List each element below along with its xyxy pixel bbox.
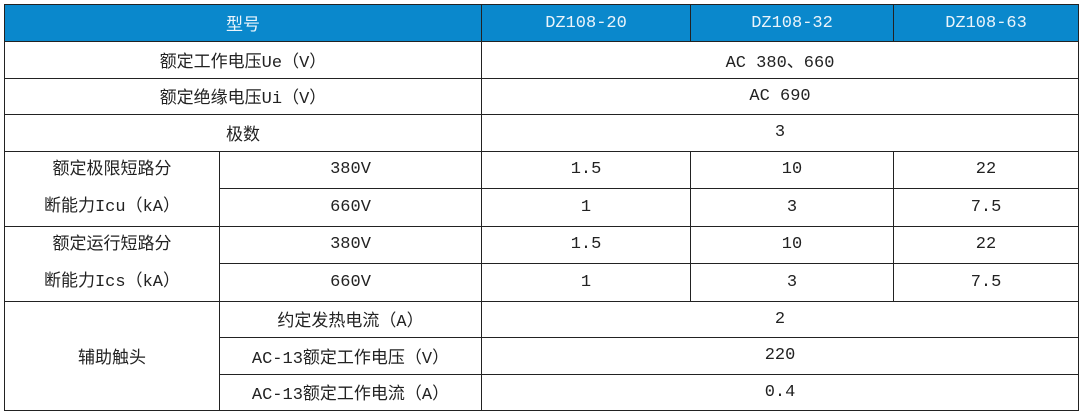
row-label: 额定绝缘电压Ui（V） [4, 77, 482, 115]
table-row: 660V 1 3 7.5 [5, 263, 1079, 302]
table-row: AC-13额定工作电流（A） 0.4 [5, 373, 1079, 411]
row-value: 3 [481, 114, 1079, 152]
table-row: 660V 1 3 7.5 [5, 188, 1079, 227]
value-cell: 7.5 [893, 188, 1079, 227]
label-line: 额定运行短路分 [52, 235, 172, 255]
value-cell: 2 [481, 300, 1079, 338]
row-label: 辅助触头 [4, 300, 220, 411]
table-row: 极数 3 [4, 114, 1079, 152]
value-cell: 1 [481, 263, 691, 302]
value-cell: 10 [690, 150, 894, 189]
label-line: 断能力Ics（kA） [43, 272, 180, 292]
row-label: 额定运行短路分 断能力Ics（kA） [4, 225, 220, 302]
row-value: AC 690 [481, 77, 1079, 115]
voltage-cell: 660V [219, 263, 482, 302]
value-cell: 7.5 [893, 263, 1079, 302]
sub-label: AC-13额定工作电流（A） [219, 373, 482, 411]
value-cell: 1.5 [481, 225, 691, 264]
value-cell: 10 [690, 225, 894, 264]
model-header-2: DZ108-32 [690, 4, 894, 42]
model-header-1: DZ108-20 [481, 4, 691, 42]
row-label: 额定工作电压Ue（V） [4, 41, 482, 79]
row-label: 极数 [4, 114, 482, 152]
model-header: 型号 [4, 4, 482, 42]
label-line: 断能力Icu（kA） [43, 197, 180, 217]
table-row: 额定工作电压Ue（V） AC 380、660 [4, 41, 1079, 79]
model-header-3: DZ108-63 [893, 4, 1079, 42]
sub-label: 约定发热电流（A） [219, 300, 482, 338]
value-cell: 3 [690, 263, 894, 302]
voltage-cell: 380V [219, 225, 482, 264]
sub-label: AC-13额定工作电压（V） [219, 337, 482, 375]
value-cell: 22 [893, 225, 1079, 264]
table-row: 额定绝缘电压Ui（V） AC 690 [4, 77, 1079, 115]
value-cell: 220 [481, 337, 1079, 375]
row-value: AC 380、660 [481, 41, 1079, 79]
voltage-cell: 380V [219, 150, 482, 189]
value-cell: 22 [893, 150, 1079, 189]
label-line: 额定极限短路分 [52, 160, 172, 180]
header-row: 型号 DZ108-20 DZ108-32 DZ108-63 [4, 4, 1079, 42]
table-row: 额定极限短路分 断能力Icu（kA） 380V 1.5 10 22 [4, 150, 1079, 227]
voltage-cell: 660V [219, 188, 482, 227]
value-cell: 0.4 [481, 373, 1079, 411]
spec-table: 型号 DZ108-20 DZ108-32 DZ108-63 额定工作电压Ue（V… [4, 4, 1079, 411]
value-cell: 1 [481, 188, 691, 227]
value-cell: 1.5 [481, 150, 691, 189]
value-cell: 3 [690, 188, 894, 227]
table-row: 额定运行短路分 断能力Ics（kA） 380V 1.5 10 22 [4, 225, 1079, 302]
row-label: 额定极限短路分 断能力Icu（kA） [4, 150, 220, 227]
table-row: 辅助触头 约定发热电流（A） 2 [4, 300, 1079, 411]
